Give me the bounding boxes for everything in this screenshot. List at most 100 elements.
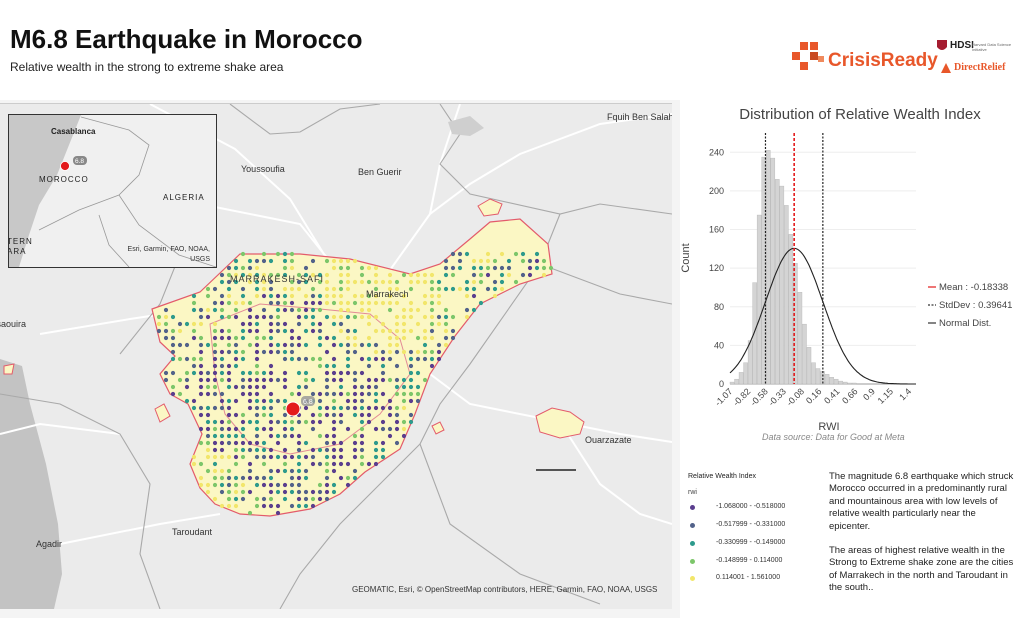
chart-bar [729, 381, 735, 385]
rwi-dot [401, 321, 407, 327]
rwi-dot [212, 286, 218, 292]
rwi-dot [261, 461, 267, 467]
rwi-dot [233, 279, 239, 285]
rwi-dot [317, 307, 323, 313]
rwi-dot [373, 272, 379, 278]
rwi-dot [366, 342, 372, 348]
basemap[interactable]: 6.8 [0, 104, 672, 609]
rwi-dot [324, 482, 330, 488]
rwi-dot [261, 377, 267, 383]
description-paragraph-2: The areas of highest relative wealth in … [829, 545, 1014, 594]
rwi-dot [261, 482, 267, 488]
chart-bar [824, 374, 830, 385]
rwi-dot [387, 356, 393, 362]
rwi-dot [436, 286, 442, 292]
rwi-dot [282, 419, 288, 425]
rwi-dot [205, 377, 211, 383]
rwi-dot [198, 342, 204, 348]
rwi-dot [247, 307, 253, 313]
rwi-dot [387, 307, 393, 313]
rwi-dot [219, 272, 225, 278]
rwi-dot [464, 314, 470, 320]
rwi-dot [310, 307, 316, 313]
rwi-dot [394, 440, 400, 446]
rwi-dot [338, 370, 344, 376]
rwi-dot [254, 503, 260, 509]
rwi-dot [205, 342, 211, 348]
rwi-dot [338, 258, 344, 264]
rwi-dot [184, 384, 190, 390]
rwi-dot [373, 384, 379, 390]
rwi-dot [429, 335, 435, 341]
rwi-dot [380, 300, 386, 306]
rwi-dot [261, 258, 267, 264]
rwi-dot [233, 503, 239, 509]
rwi-dot [359, 398, 365, 404]
rwi-dot [296, 370, 302, 376]
rwi-dot [310, 356, 316, 362]
rwi-dot [205, 489, 211, 495]
rwi-dot [268, 454, 274, 460]
rwi-dot [429, 272, 435, 278]
rwi-dot [394, 412, 400, 418]
rwi-dot [191, 363, 197, 369]
rwi-dot [331, 461, 337, 467]
rwi-dot [282, 426, 288, 432]
rwi-dot [177, 391, 183, 397]
legend-title: Relative Wealth Index [688, 473, 756, 480]
rwi-dot [268, 489, 274, 495]
rwi-dot [191, 328, 197, 334]
chart-ytick-label: 40 [714, 340, 724, 350]
rwi-dot [338, 440, 344, 446]
rwi-dot [261, 279, 267, 285]
rwi-dot [373, 377, 379, 383]
rwi-dot [205, 314, 211, 320]
rwi-dot [401, 391, 407, 397]
rwi-dot [338, 405, 344, 411]
rwi-dot [541, 258, 547, 264]
legend-normal-label: Normal Dist. [939, 318, 991, 329]
rwi-dot [387, 328, 393, 334]
rwi-dot [226, 454, 232, 460]
rwi-dot [268, 433, 274, 439]
rwi-dot [380, 440, 386, 446]
rwi-dot [317, 405, 323, 411]
rwi-dot [240, 440, 246, 446]
rwi-dot [219, 370, 225, 376]
map-panel[interactable]: 6.8 Fquih Ben Salah Youssoufia Ben Gueri… [0, 103, 672, 609]
rwi-dot [359, 356, 365, 362]
rwi-dot [359, 405, 365, 411]
rwi-dot [289, 503, 295, 509]
rwi-dot [387, 286, 393, 292]
chart-bar [829, 377, 834, 385]
rwi-dot [268, 335, 274, 341]
header: M6.8 Earthquake in Morocco Relative weal… [0, 0, 1024, 100]
rwi-dot [324, 349, 330, 355]
rwi-dot [373, 447, 379, 453]
rwi-dot [366, 377, 372, 383]
rwi-dot [303, 468, 309, 474]
rwi-dot [219, 377, 225, 383]
rwi-dot [261, 286, 267, 292]
rwi-dot [317, 496, 323, 502]
chart-ytick-label: 80 [714, 302, 724, 312]
map-attribution: GEOMATIC, Esri, © OpenStreetMap contribu… [352, 585, 658, 594]
rwi-dot [184, 398, 190, 404]
rwi-dot [338, 286, 344, 292]
rwi-dot [331, 265, 337, 271]
rwi-dot [219, 356, 225, 362]
rwi-dot [233, 482, 239, 488]
rwi-dot [380, 321, 386, 327]
rwi-dot [226, 426, 232, 432]
rwi-dot [317, 321, 323, 327]
rwi-dot [240, 286, 246, 292]
inset-map[interactable]: 6.8 Casablanca MOROCCO ALGERIA TERN ARA … [8, 114, 217, 268]
rwi-dot [226, 349, 232, 355]
rwi-dot [331, 321, 337, 327]
rwi-dot [205, 440, 211, 446]
rwi-dot [282, 307, 288, 313]
rwi-dot [366, 307, 372, 313]
rwi-dot [443, 265, 449, 271]
chart-ytick-label: 0 [719, 379, 724, 389]
rwi-dot [212, 496, 218, 502]
